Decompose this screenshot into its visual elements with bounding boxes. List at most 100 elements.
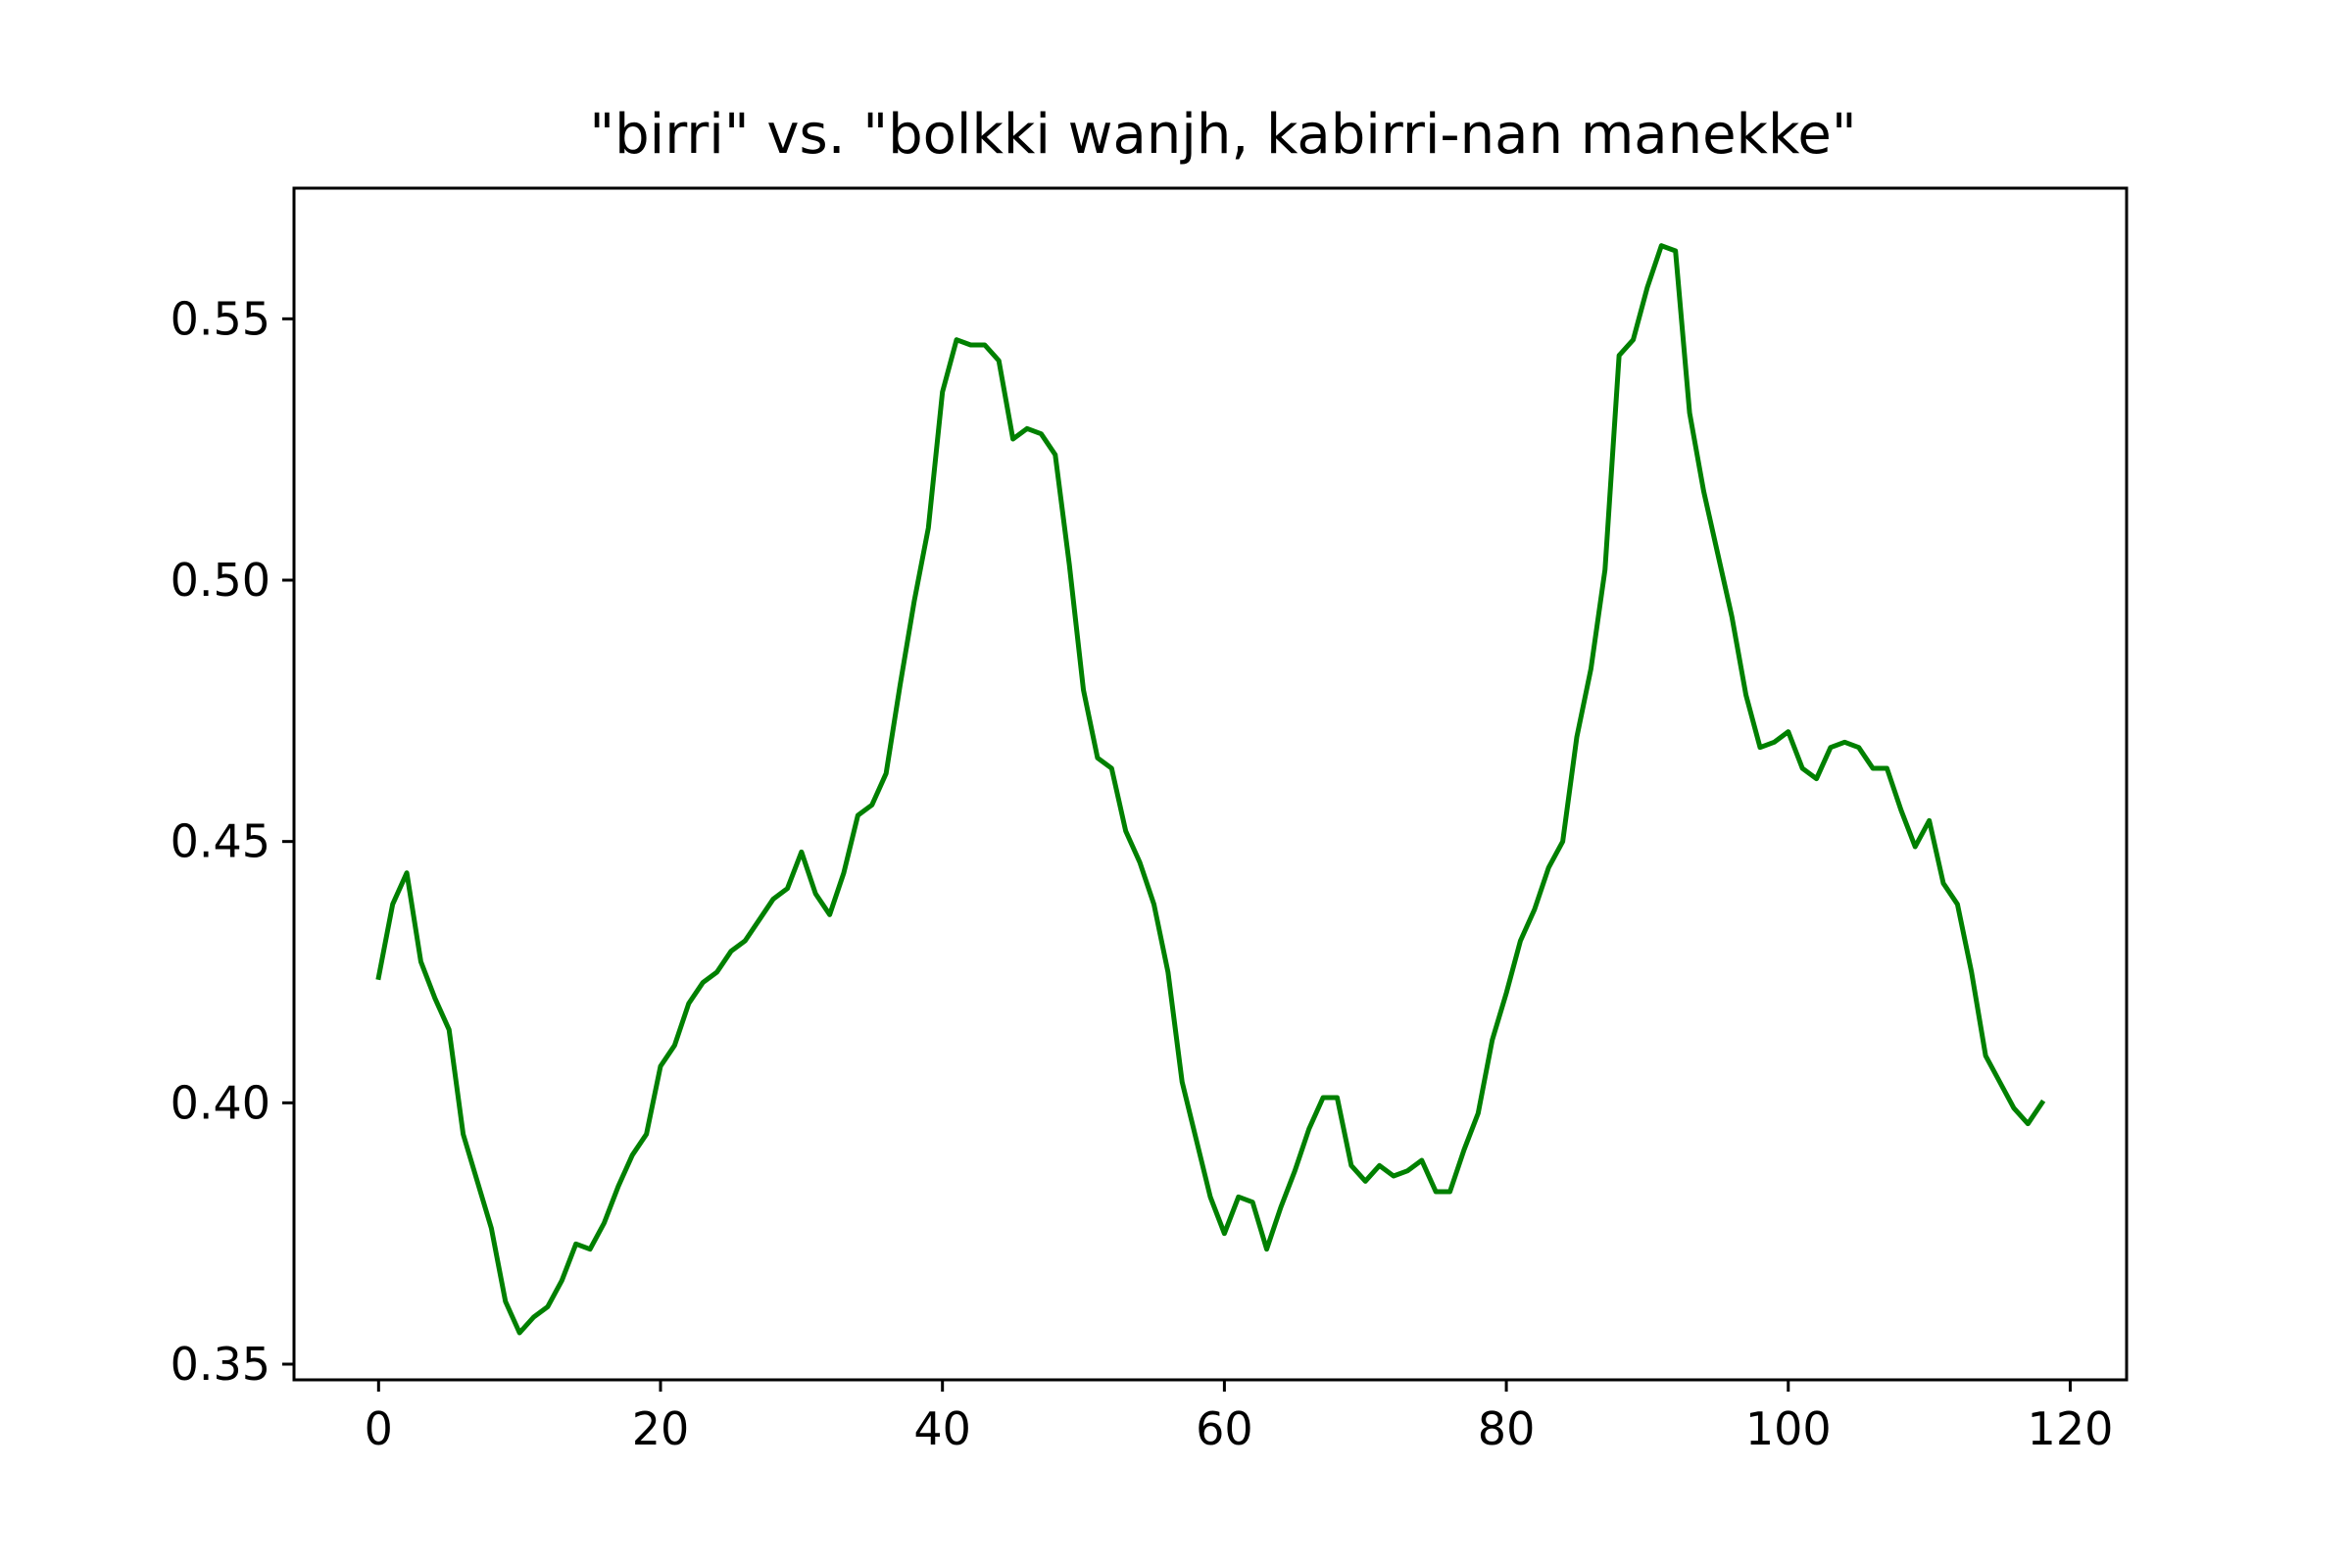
data-point xyxy=(1350,1165,1351,1166)
data-point xyxy=(519,1333,520,1334)
data-point xyxy=(1633,339,1634,340)
data-point xyxy=(703,982,704,983)
data-point xyxy=(1957,904,1958,905)
y-axis-ticks: 0.35 0.40 0.45 0.50 0.55 xyxy=(171,292,294,1391)
data-point xyxy=(477,1181,478,1182)
data-point xyxy=(1365,1181,1366,1182)
data-point xyxy=(1421,1160,1422,1161)
data-point xyxy=(871,805,872,806)
data-point xyxy=(1900,809,1901,810)
data-point xyxy=(1027,428,1028,429)
data-point xyxy=(1760,747,1761,748)
data-point xyxy=(1224,1233,1225,1234)
data-point xyxy=(773,899,774,900)
data-point xyxy=(661,1066,662,1067)
data-point xyxy=(942,392,943,393)
data-point xyxy=(392,904,393,905)
data-point xyxy=(1929,820,1930,821)
data-point xyxy=(1844,742,1845,743)
data-point xyxy=(1436,1192,1437,1193)
data-point xyxy=(434,998,435,999)
data-point xyxy=(1915,847,1916,848)
data-point xyxy=(1646,287,1647,288)
data-point xyxy=(1492,1040,1493,1041)
data-point xyxy=(886,773,887,774)
x-axis-ticks: 0 20 40 60 80 100 120 xyxy=(365,1380,2114,1455)
x-tick-label: 80 xyxy=(1478,1402,1536,1455)
data-point xyxy=(1054,455,1055,456)
data-point xyxy=(1873,768,1874,769)
data-point xyxy=(829,914,830,915)
data-point xyxy=(787,888,788,889)
data-point xyxy=(1830,747,1831,748)
data-point xyxy=(1323,1098,1324,1099)
data-point xyxy=(617,1186,618,1187)
data-point xyxy=(1802,768,1803,769)
data-point xyxy=(463,1134,464,1135)
y-tick-label: 0.50 xyxy=(171,554,270,607)
data-point xyxy=(1886,768,1887,769)
data-point xyxy=(449,1029,450,1030)
data-point xyxy=(1337,1098,1338,1099)
data-point xyxy=(1619,355,1620,356)
chart-title: "birri" vs. "bolkki wanjh, kabirri-nan m… xyxy=(589,103,1856,167)
data-point xyxy=(604,1223,605,1224)
x-tick-label: 40 xyxy=(913,1402,971,1455)
data-point xyxy=(900,684,901,685)
data-point xyxy=(1182,1082,1183,1083)
data-point xyxy=(730,951,731,952)
data-point xyxy=(1125,831,1126,832)
data-point xyxy=(1943,883,1944,884)
data-point xyxy=(632,1154,633,1155)
data-point xyxy=(1167,972,1168,973)
data-point xyxy=(1153,904,1154,905)
y-tick-label: 0.55 xyxy=(171,292,270,345)
data-point xyxy=(716,972,717,973)
data-point xyxy=(956,339,957,340)
data-point xyxy=(1577,737,1578,738)
data-point xyxy=(1999,1082,2000,1083)
data-point xyxy=(1971,972,1972,973)
series-line xyxy=(375,243,2046,1336)
data-point xyxy=(1280,1207,1281,1208)
data-point xyxy=(1520,941,1521,942)
data-point xyxy=(1238,1197,1239,1198)
data-point xyxy=(505,1301,506,1302)
y-tick-label: 0.40 xyxy=(171,1076,270,1129)
x-tick-label: 120 xyxy=(2028,1402,2114,1455)
data-point xyxy=(1083,690,1084,691)
data-point xyxy=(1463,1150,1464,1151)
data-point xyxy=(1308,1129,1309,1130)
x-tick-label: 100 xyxy=(1745,1402,1832,1455)
data-point xyxy=(970,345,971,346)
data-point xyxy=(1732,616,1733,617)
data-point xyxy=(491,1228,492,1229)
x-tick-label: 20 xyxy=(632,1402,690,1455)
data-point xyxy=(2041,1102,2042,1103)
data-point xyxy=(745,941,746,942)
data-point xyxy=(999,361,1000,362)
data-point xyxy=(1196,1139,1197,1140)
x-tick-label: 60 xyxy=(1196,1402,1253,1455)
x-tick-label: 0 xyxy=(365,1402,393,1455)
data-point xyxy=(815,894,816,895)
data-point xyxy=(1591,668,1592,669)
data-point xyxy=(759,919,760,920)
data-point xyxy=(1675,251,1676,252)
data-point xyxy=(1407,1170,1408,1171)
data-point xyxy=(407,872,408,873)
data-point xyxy=(844,872,845,873)
data-point xyxy=(533,1317,534,1318)
data-point xyxy=(1097,758,1098,759)
data-point xyxy=(1858,747,1859,748)
data-point xyxy=(1069,564,1070,565)
data-point xyxy=(1717,554,1718,555)
data-point xyxy=(913,601,914,602)
y-tick-label: 0.45 xyxy=(171,815,270,868)
data-point xyxy=(1111,768,1112,769)
data-point xyxy=(562,1280,563,1281)
data-point xyxy=(928,527,929,528)
data-point xyxy=(1266,1249,1267,1250)
plot-area-frame xyxy=(292,186,2129,1382)
